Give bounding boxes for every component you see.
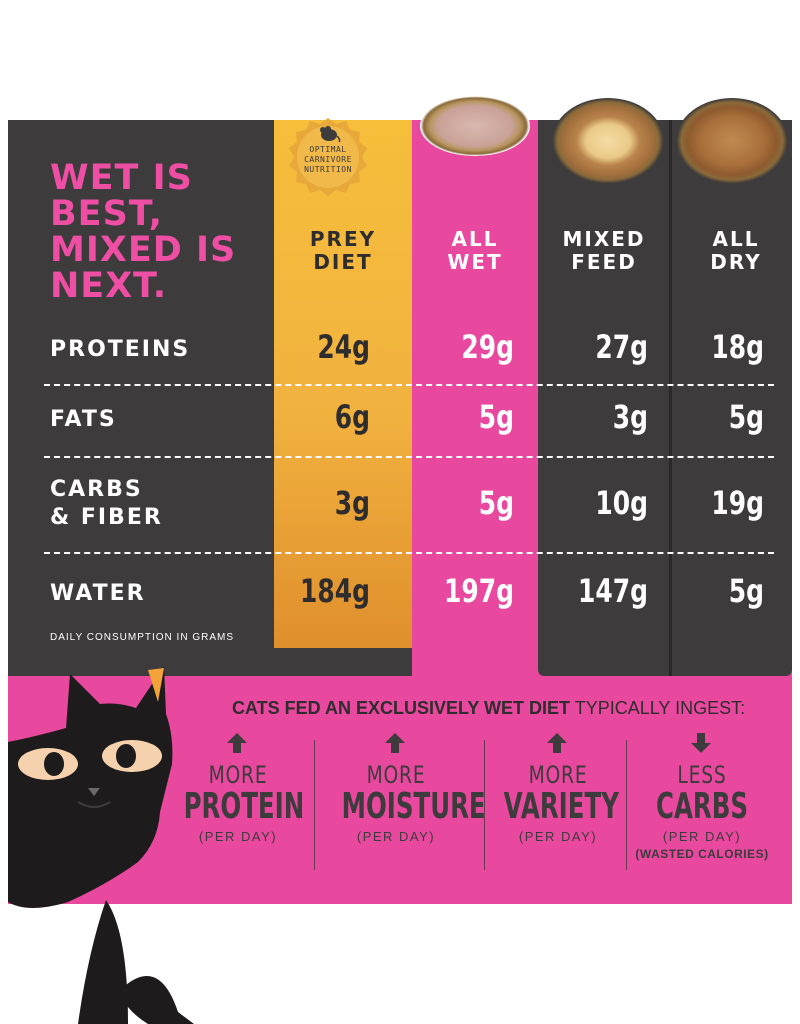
- benefit-divider: [484, 740, 485, 870]
- benefit-unit: (PER DAY): [662, 829, 742, 844]
- benefit-more-moisture: MORE MOISTURE (PER DAY): [316, 761, 486, 846]
- badge-line: OPTIMAL: [309, 145, 347, 154]
- column-header-line: WET: [447, 250, 503, 274]
- benefit-divider: [626, 740, 627, 870]
- badge-line: NUTRITION: [304, 165, 352, 174]
- column-header-line: PREY: [309, 227, 377, 251]
- row-divider: [44, 384, 774, 386]
- value-cell: 18g: [711, 328, 764, 366]
- value-cell: 147g: [578, 572, 648, 610]
- badge-text: OPTIMAL CARNIVORE NUTRITION: [292, 145, 364, 175]
- value-cell: 5g: [728, 398, 764, 436]
- benefit-title: VARIETY: [503, 786, 619, 827]
- all-wet-column: [412, 120, 538, 676]
- column-header-prey-diet: PREY DIET: [288, 228, 398, 274]
- footnote: DAILY CONSUMPTION IN GRAMS: [50, 632, 234, 643]
- row-divider: [44, 552, 774, 554]
- black-cat-illustration: [8, 666, 194, 1024]
- benefit-more-protein: MORE PROTEIN (PER DAY): [158, 762, 318, 846]
- value-cell: 24g: [317, 328, 370, 366]
- headline-line: BEST,: [50, 194, 163, 234]
- arrow-down-icon: [691, 733, 711, 753]
- column-header-line: ALL: [451, 227, 499, 251]
- row-label-line: FATS: [50, 407, 117, 432]
- benefit-more-variety: MORE VARIETY (PER DAY): [478, 762, 638, 846]
- column-header-line: DRY: [710, 250, 762, 274]
- value-cell: 5g: [478, 484, 514, 522]
- row-label-line: WATER: [50, 581, 146, 606]
- benefit-unit: (PER DAY): [518, 829, 598, 844]
- row-label-fats: FATS: [50, 406, 117, 434]
- benefit-unit: (PER DAY): [198, 829, 278, 844]
- badge-line: CARNIVORE: [304, 155, 352, 164]
- arrow-up-icon: [385, 733, 405, 753]
- column-header-line: FEED: [571, 250, 637, 274]
- benefit-qualifier: LESS: [677, 761, 727, 789]
- benefit-unit: (PER DAY): [356, 829, 436, 844]
- value-cell: 29g: [461, 328, 514, 366]
- value-cell: 5g: [728, 572, 764, 610]
- row-label-carbs-fiber: CARBS & FIBER: [50, 476, 163, 532]
- value-cell: 184g: [300, 572, 370, 610]
- row-label-water: WATER: [50, 580, 146, 608]
- column-header-all-dry: ALL DRY: [680, 228, 792, 274]
- row-label-line: PROTEINS: [50, 337, 191, 362]
- benefit-note: (WASTED CALORIES): [635, 847, 769, 861]
- headline: WET IS BEST, MIXED IS NEXT.: [50, 160, 280, 304]
- row-label-line: CARBS: [50, 477, 143, 502]
- mixed-dry-columns: [538, 120, 792, 676]
- value-cell: 6g: [334, 398, 370, 436]
- column-header-mixed-feed: MIXED FEED: [548, 228, 660, 274]
- value-cell: 197g: [444, 572, 514, 610]
- column-header-line: DIET: [313, 250, 373, 274]
- column-header-line: MIXED: [562, 227, 646, 251]
- headline-line: WET IS: [50, 158, 193, 198]
- row-divider: [44, 456, 774, 458]
- column-divider: [669, 120, 672, 676]
- benefit-qualifier: MORE: [528, 761, 588, 789]
- column-header-line: ALL: [712, 227, 760, 251]
- optimal-carnivore-badge: [289, 118, 367, 196]
- row-label-line: & FIBER: [50, 505, 163, 530]
- value-cell: 3g: [334, 484, 370, 522]
- mouse-icon: [320, 126, 341, 142]
- mixed-food-bowl-image: [552, 98, 664, 184]
- benefit-qualifier: MORE: [366, 761, 426, 789]
- value-cell: 19g: [711, 484, 764, 522]
- benefit-divider: [314, 740, 315, 870]
- headline-line: NEXT.: [50, 266, 168, 306]
- benefit-title: MOISTURE: [341, 786, 486, 827]
- arrow-up-icon: [547, 733, 567, 753]
- tagline: CATS FED AN EXCLUSIVELY WET DIET TYPICAL…: [232, 698, 752, 719]
- value-cell: 10g: [595, 484, 648, 522]
- benefit-title: CARBS: [655, 786, 749, 827]
- value-cell: 27g: [595, 328, 648, 366]
- tagline-bold: CATS FED AN EXCLUSIVELY WET DIET: [232, 698, 571, 718]
- benefit-title: PROTEIN: [183, 786, 305, 827]
- column-header-all-wet: ALL WET: [420, 228, 530, 274]
- dry-food-bowl-image: [676, 98, 788, 184]
- benefit-less-carbs: LESS CARBS (PER DAY) (WASTED CALORIES): [622, 762, 782, 862]
- wet-food-bowl-image: [420, 96, 530, 156]
- headline-line: MIXED IS: [50, 230, 237, 270]
- value-cell: 3g: [612, 398, 648, 436]
- arrow-up-icon: [227, 733, 247, 753]
- tagline-normal: TYPICALLY INGEST:: [570, 698, 746, 718]
- row-label-proteins: PROTEINS: [50, 336, 190, 364]
- benefit-qualifier: MORE: [208, 761, 268, 789]
- value-cell: 5g: [478, 398, 514, 436]
